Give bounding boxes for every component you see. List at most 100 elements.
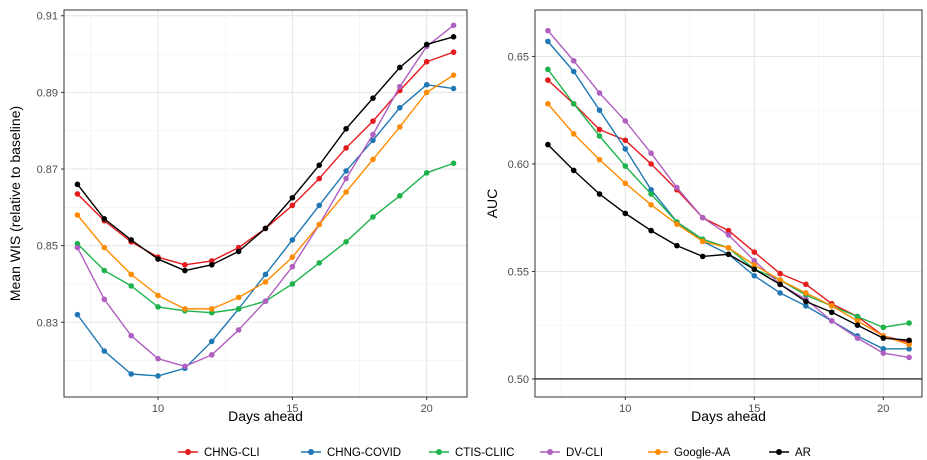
data-point-google-aa xyxy=(545,100,551,107)
data-point-dv-cli xyxy=(182,363,188,370)
data-point-ar xyxy=(777,281,783,288)
data-point-chng-covid xyxy=(370,137,376,144)
data-point-ar xyxy=(803,298,809,305)
data-point-chng-cli xyxy=(725,227,732,234)
data-point-chng-covid xyxy=(803,303,809,309)
legend-item-google-aa: Google-AA xyxy=(648,447,731,459)
data-point-ctis-cliic xyxy=(155,304,161,310)
data-point-ar xyxy=(545,141,551,148)
data-point-google-aa xyxy=(803,290,809,296)
data-point-google-aa xyxy=(289,254,296,260)
y-tick-label: 0.60 xyxy=(508,159,529,171)
data-point-google-aa xyxy=(343,189,349,195)
data-point-ar xyxy=(74,181,81,188)
data-point-dv-cli xyxy=(648,150,654,156)
data-point-dv-cli xyxy=(128,332,134,339)
data-point-dv-cli xyxy=(343,175,349,182)
data-point-ar xyxy=(208,262,215,268)
data-point-dv-cli xyxy=(570,57,577,64)
data-point-dv-cli xyxy=(155,355,161,362)
data-point-ctis-cliic xyxy=(101,267,108,274)
data-point-ctis-cliic xyxy=(854,313,861,320)
data-point-dv-cli xyxy=(74,244,81,251)
data-point-ar xyxy=(828,309,835,316)
x-tick-label: 10 xyxy=(619,403,631,415)
data-point-chng-cli xyxy=(235,244,242,251)
data-point-ctis-cliic xyxy=(128,283,134,289)
data-point-google-aa xyxy=(262,279,269,285)
data-point-ar xyxy=(648,227,654,234)
data-point-google-aa xyxy=(725,244,732,251)
legend-item-chng-cli: CHNG-CLI xyxy=(178,447,260,459)
data-point-dv-cli xyxy=(370,131,376,138)
data-point-dv-cli xyxy=(262,298,269,305)
data-point-google-aa xyxy=(370,156,376,163)
x-tick-label: 20 xyxy=(421,403,433,415)
legend-item-dv-cli: DV-CLI xyxy=(540,447,603,459)
data-point-ar xyxy=(596,191,603,197)
data-point-ar xyxy=(570,167,577,174)
data-point-chng-covid xyxy=(343,168,349,174)
data-point-chng-covid xyxy=(777,290,783,296)
data-point-chng-cli xyxy=(545,77,551,83)
data-point-google-aa xyxy=(906,341,912,348)
x-axis-title: Days ahead xyxy=(228,408,303,424)
data-point-chng-cli xyxy=(423,58,430,65)
data-point-ctis-cliic xyxy=(648,191,654,197)
legend-item-ar: AR xyxy=(769,447,811,459)
data-point-dv-cli xyxy=(828,318,835,324)
data-point-chng-cli xyxy=(182,262,188,268)
data-point-chng-covid xyxy=(648,186,654,193)
data-point-google-aa xyxy=(74,212,81,218)
data-point-chng-covid xyxy=(208,338,215,345)
data-point-ctis-cliic xyxy=(423,170,430,176)
data-point-dv-cli xyxy=(622,118,629,124)
data-point-chng-covid xyxy=(155,373,161,379)
data-point-chng-covid xyxy=(545,38,551,45)
y-tick-label: 0.83 xyxy=(37,317,58,329)
data-point-ar xyxy=(622,210,629,217)
data-point-ar xyxy=(674,242,680,249)
data-point-google-aa xyxy=(828,303,835,309)
data-point-ctis-cliic xyxy=(316,260,323,266)
data-point-google-aa xyxy=(128,271,134,278)
data-point-ctis-cliic xyxy=(289,281,296,287)
data-point-chng-cli xyxy=(751,249,758,255)
data-point-chng-covid xyxy=(596,107,603,113)
data-point-ar xyxy=(155,256,161,262)
data-point-ctis-cliic xyxy=(545,66,551,73)
data-point-chng-covid xyxy=(128,371,134,377)
data-point-google-aa xyxy=(751,262,758,268)
data-point-ar xyxy=(751,266,758,273)
data-point-dv-cli xyxy=(545,27,551,34)
data-point-chng-cli xyxy=(289,202,296,209)
data-point-chng-covid xyxy=(74,311,81,318)
data-point-ar xyxy=(450,34,457,40)
data-point-ctis-cliic xyxy=(343,239,349,245)
data-point-dv-cli xyxy=(289,263,296,270)
data-point-google-aa xyxy=(648,201,654,208)
data-point-google-aa xyxy=(854,318,861,324)
data-point-dv-cli xyxy=(906,354,912,361)
panel-auc: 0.50 0.55 0.60 0.65 10 15 20 Days ahead AUC xyxy=(484,9,923,424)
data-point-chng-covid xyxy=(751,272,758,279)
panel-border xyxy=(534,9,923,398)
y-tick-label: 0.65 xyxy=(508,51,529,63)
data-point-chng-cli xyxy=(74,191,81,197)
data-point-dv-cli xyxy=(397,83,403,90)
data-point-ar xyxy=(235,248,242,255)
data-point-chng-cli xyxy=(803,281,809,288)
data-point-chng-cli xyxy=(343,145,349,151)
y-tick-label: 0.50 xyxy=(508,374,529,386)
data-point-ctis-cliic xyxy=(74,240,81,247)
data-point-google-aa xyxy=(674,221,680,227)
legend-label: Google-AA xyxy=(674,447,731,459)
data-point-dv-cli xyxy=(101,296,108,303)
data-point-dv-cli xyxy=(751,257,758,264)
data-point-chng-covid xyxy=(423,81,430,88)
y-tick-label: 0.89 xyxy=(37,87,58,99)
data-point-google-aa xyxy=(423,89,430,96)
data-point-ctis-cliic xyxy=(622,163,629,169)
data-point-ar xyxy=(725,251,732,258)
